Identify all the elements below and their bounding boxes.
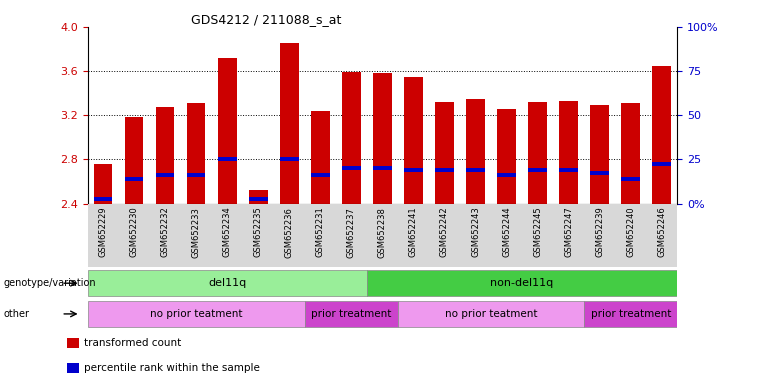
Text: GSM652236: GSM652236 <box>285 207 294 258</box>
Bar <box>125 177 143 181</box>
Bar <box>94 197 113 201</box>
Bar <box>435 102 454 204</box>
Bar <box>218 157 237 161</box>
Bar <box>404 76 423 204</box>
Bar <box>466 99 485 204</box>
Text: GSM652243: GSM652243 <box>471 207 480 257</box>
Bar <box>497 173 516 177</box>
Bar <box>367 270 677 296</box>
Text: GSM652241: GSM652241 <box>409 207 418 257</box>
Text: GSM652246: GSM652246 <box>658 207 667 257</box>
Bar <box>591 170 609 175</box>
Bar <box>311 111 330 204</box>
Bar <box>342 72 361 204</box>
Bar <box>218 58 237 204</box>
Bar <box>68 338 79 348</box>
Bar <box>559 101 578 204</box>
Text: GSM652237: GSM652237 <box>347 207 356 258</box>
Text: GDS4212 / 211088_s_at: GDS4212 / 211088_s_at <box>191 13 342 26</box>
Text: transformed count: transformed count <box>84 338 181 348</box>
Bar <box>305 301 398 327</box>
Bar <box>373 166 392 170</box>
Bar <box>249 190 268 204</box>
Bar <box>280 157 298 161</box>
Bar <box>280 43 298 204</box>
Bar <box>528 169 547 172</box>
Text: GSM652235: GSM652235 <box>253 207 263 257</box>
Bar <box>125 118 143 204</box>
Bar <box>466 169 485 172</box>
Bar <box>622 177 640 181</box>
Bar <box>435 169 454 172</box>
Bar <box>497 109 516 204</box>
Text: percentile rank within the sample: percentile rank within the sample <box>84 363 260 373</box>
Text: no prior teatment: no prior teatment <box>150 309 243 319</box>
Bar <box>68 363 79 373</box>
Text: GSM652232: GSM652232 <box>161 207 170 257</box>
Bar <box>187 103 205 204</box>
Text: GSM652238: GSM652238 <box>378 207 387 258</box>
Bar <box>584 301 677 327</box>
Text: GSM652245: GSM652245 <box>533 207 542 257</box>
Bar <box>342 166 361 170</box>
Text: GSM652233: GSM652233 <box>192 207 201 258</box>
Bar <box>156 173 174 177</box>
Bar <box>94 164 113 204</box>
Bar <box>88 301 305 327</box>
Bar <box>622 103 640 204</box>
Text: no prior teatment: no prior teatment <box>444 309 537 319</box>
Text: prior treatment: prior treatment <box>311 309 392 319</box>
Text: genotype/variation: genotype/variation <box>4 278 97 288</box>
Bar <box>591 105 609 204</box>
Text: prior treatment: prior treatment <box>591 309 671 319</box>
Text: GSM652230: GSM652230 <box>129 207 139 257</box>
Bar <box>528 102 547 204</box>
Text: GSM652239: GSM652239 <box>595 207 604 257</box>
Text: GSM652244: GSM652244 <box>502 207 511 257</box>
Bar <box>652 66 671 204</box>
Text: GSM652234: GSM652234 <box>223 207 231 257</box>
Text: GSM652231: GSM652231 <box>316 207 325 257</box>
Text: GSM652240: GSM652240 <box>626 207 635 257</box>
Bar <box>559 169 578 172</box>
Bar <box>404 169 423 172</box>
Text: GSM652242: GSM652242 <box>440 207 449 257</box>
Text: GSM652247: GSM652247 <box>564 207 573 257</box>
Bar <box>311 173 330 177</box>
Bar <box>187 173 205 177</box>
Text: non-del11q: non-del11q <box>490 278 554 288</box>
Bar <box>373 73 392 204</box>
Bar <box>156 108 174 204</box>
Bar <box>88 270 367 296</box>
Text: other: other <box>4 309 30 319</box>
Text: GSM652229: GSM652229 <box>98 207 107 257</box>
Bar <box>249 197 268 201</box>
Bar <box>652 162 671 166</box>
Text: del11q: del11q <box>208 278 247 288</box>
Bar <box>398 301 584 327</box>
